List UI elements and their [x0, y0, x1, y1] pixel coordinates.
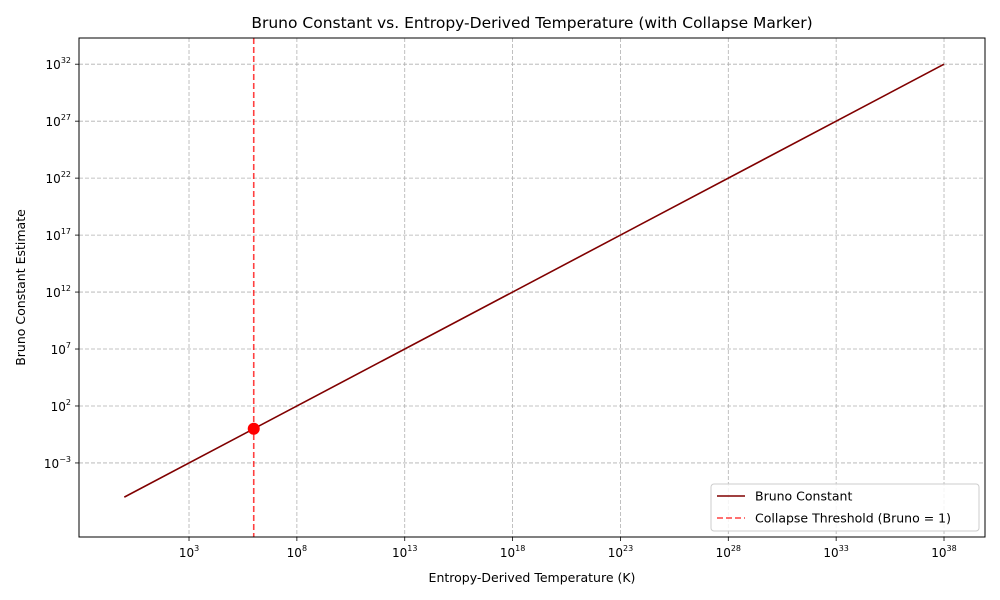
x-tick-label: 103: [179, 544, 199, 560]
y-tick-label: 1032: [46, 56, 71, 72]
y-axis-label: Bruno Constant Estimate: [13, 209, 28, 366]
x-axis-label: Entropy-Derived Temperature (K): [429, 570, 636, 585]
legend-label-bruno-constant: Bruno Constant: [755, 489, 852, 504]
y-tick-label: 1012: [46, 284, 71, 300]
y-tick-label: 1017: [46, 227, 71, 243]
series-layer: [123, 38, 945, 537]
legend-box: [710, 483, 980, 532]
y-tick-label: 1022: [46, 170, 71, 186]
series-line-bruno-constant: [123, 63, 945, 498]
x-tick-label: 1013: [392, 544, 417, 560]
y-tick-label: 107: [51, 341, 71, 357]
x-tick-label: 1033: [823, 544, 848, 560]
collapse-point-marker: [247, 422, 260, 435]
chart-title: Bruno Constant vs. Entropy-Derived Tempe…: [251, 14, 812, 32]
grid: [79, 38, 985, 537]
y-tick-label: 10−3: [44, 455, 71, 471]
x-tick-label: 1038: [931, 544, 956, 560]
x-tick-label: 1023: [608, 544, 633, 560]
legend: Bruno Constant Collapse Threshold (Bruno…: [710, 483, 980, 532]
plot-area-frame: [78, 37, 986, 538]
legend-label-collapse-threshold: Collapse Threshold (Bruno = 1): [755, 511, 951, 526]
y-tick-label: 102: [51, 398, 71, 414]
x-tick-label: 1018: [500, 544, 525, 560]
x-tick-label: 108: [287, 544, 307, 560]
y-tick-label: 1027: [46, 113, 71, 129]
x-tick-label: 1028: [716, 544, 741, 560]
